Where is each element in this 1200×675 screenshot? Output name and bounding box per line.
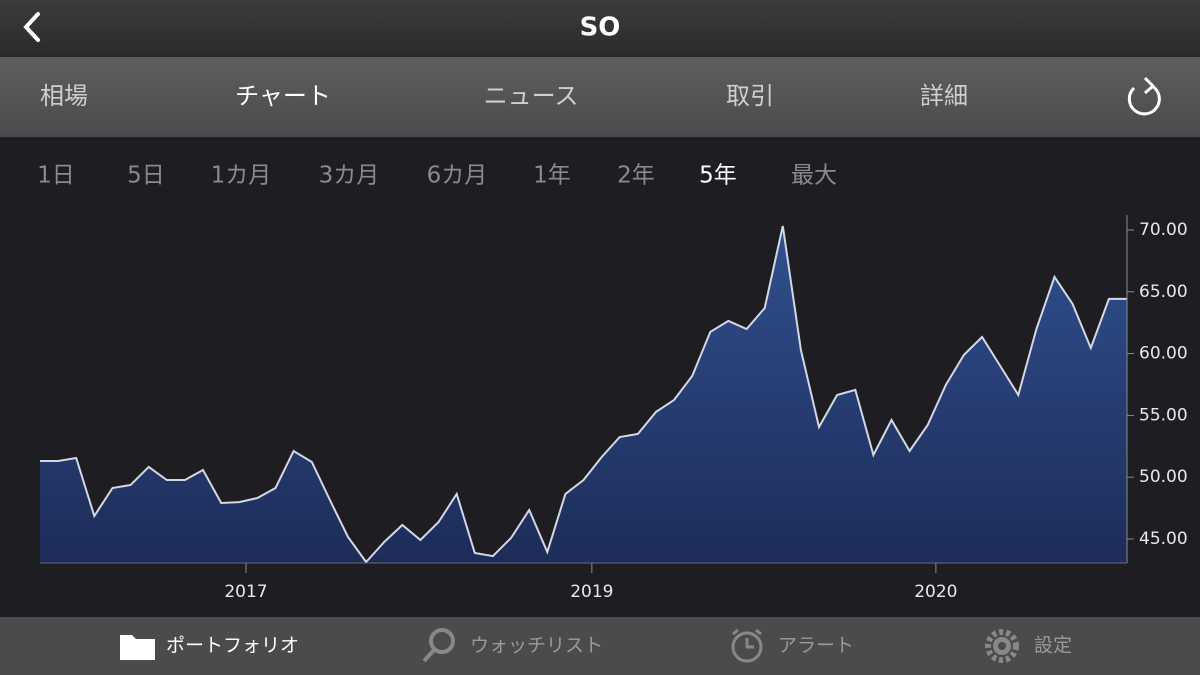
range-button[interactable]: 5日 xyxy=(127,163,165,189)
tab[interactable]: チャート xyxy=(235,82,331,110)
tab[interactable]: 詳細 xyxy=(920,82,968,110)
y-tick-label: 60.00 xyxy=(1139,344,1188,364)
alert-icon xyxy=(731,628,763,663)
y-tick-label: 50.00 xyxy=(1139,467,1188,487)
refresh-button[interactable] xyxy=(1127,76,1161,116)
range-button[interactable]: 6カ月 xyxy=(427,163,488,189)
nav-item[interactable]: ウォッチリスト xyxy=(470,635,603,657)
range-button[interactable]: 1年 xyxy=(533,163,571,189)
range-button[interactable]: 3カ月 xyxy=(319,163,380,189)
nav-item[interactable]: 設定 xyxy=(1034,635,1072,657)
x-tick-label: 2017 xyxy=(224,582,267,602)
nav-item[interactable]: アラート xyxy=(778,635,854,657)
nav-item[interactable]: ポートフォリオ xyxy=(166,635,299,657)
range-button[interactable]: 2年 xyxy=(617,163,655,189)
header-title: SO xyxy=(580,13,621,43)
price-line xyxy=(40,225,1127,564)
x-tick-label: 2019 xyxy=(570,582,613,602)
range-button[interactable]: 最大 xyxy=(791,163,837,189)
area-fill xyxy=(40,226,1127,563)
portfolio-icon xyxy=(120,635,155,660)
y-tick-label: 65.00 xyxy=(1139,282,1188,302)
y-tick-label: 45.00 xyxy=(1139,529,1188,549)
tab-bar xyxy=(0,57,1200,137)
range-button[interactable]: 1カ月 xyxy=(211,163,272,189)
tab[interactable]: 取引 xyxy=(726,82,774,110)
x-tick-label: 2020 xyxy=(914,582,957,602)
watchlist-icon xyxy=(422,628,455,663)
header-bar xyxy=(0,0,1200,57)
tab[interactable]: 相場 xyxy=(40,82,88,110)
y-tick-label: 70.00 xyxy=(1139,220,1188,240)
back-button[interactable] xyxy=(23,12,40,42)
settings-icon xyxy=(985,629,1019,663)
range-button[interactable]: 1日 xyxy=(37,163,75,189)
y-tick-label: 55.00 xyxy=(1139,405,1188,425)
tab[interactable]: ニュース xyxy=(484,82,579,110)
range-button[interactable]: 5年 xyxy=(699,163,737,189)
